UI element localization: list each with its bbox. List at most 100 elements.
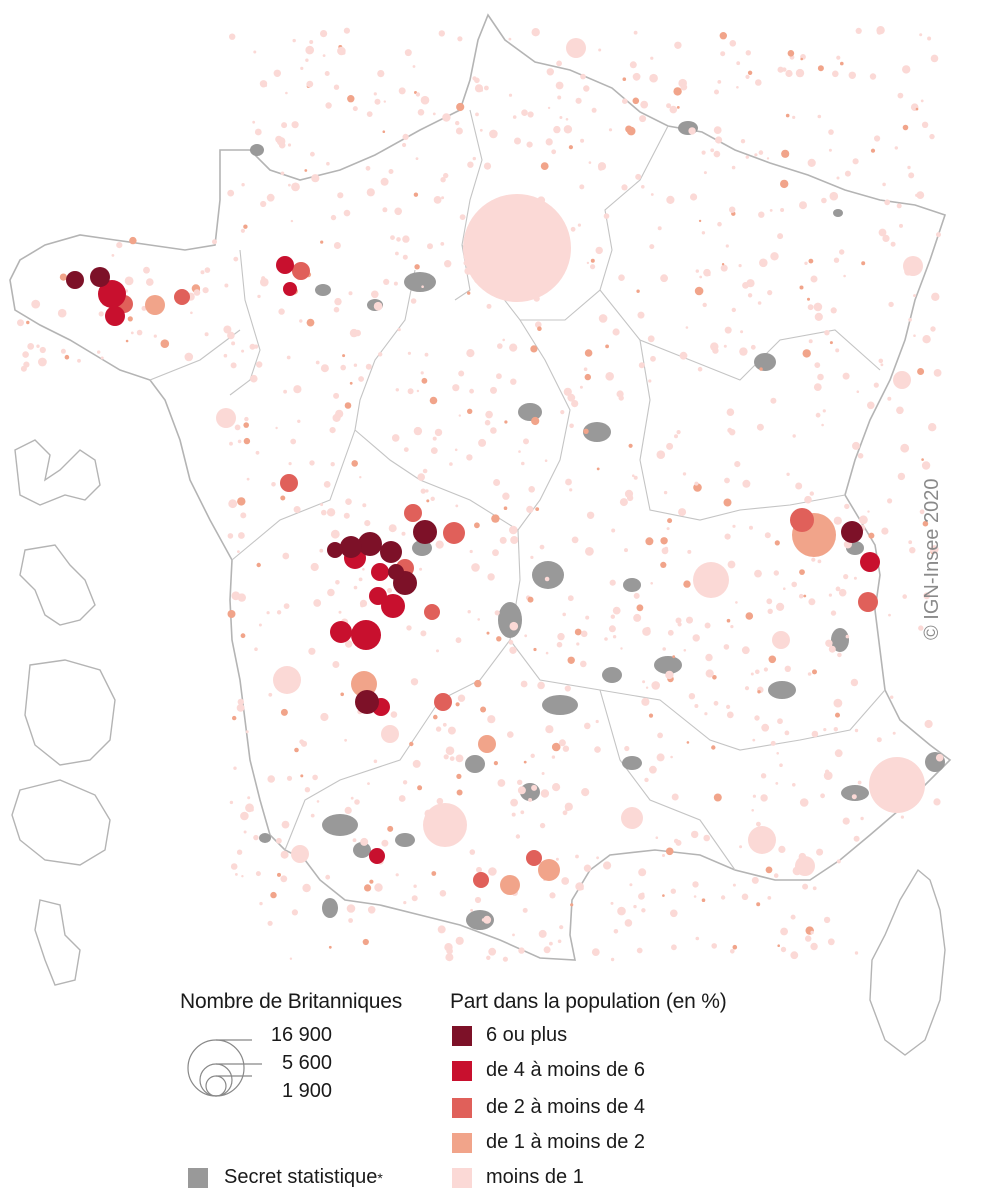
- commune-dot: [512, 115, 517, 119]
- commune-dot: [508, 93, 513, 97]
- commune-dot: [330, 462, 335, 467]
- commune-dot: [740, 139, 746, 144]
- commune-dot: [570, 226, 576, 232]
- commune-dot: [598, 165, 604, 171]
- commune-dot: [649, 244, 655, 250]
- commune-dot: [892, 731, 896, 735]
- martinique-outline: [19, 544, 96, 626]
- commune-dot: [398, 795, 406, 802]
- commune-dot: [851, 794, 857, 800]
- commune-dot: [767, 290, 773, 296]
- swatch-4to6: [452, 1060, 472, 1081]
- commune-dot: [496, 373, 502, 380]
- commune-dot: [202, 287, 209, 294]
- commune-dot: [650, 355, 656, 362]
- commune-dot: [832, 70, 839, 78]
- commune-dot: [585, 547, 594, 556]
- commune-dot: [805, 935, 812, 942]
- commune-dot: [854, 951, 859, 955]
- commune-dot: [387, 825, 394, 832]
- commune-dot: [546, 68, 554, 76]
- commune-dot: [802, 349, 811, 358]
- commune-dot: [656, 753, 665, 762]
- commune-dot: [678, 508, 687, 517]
- commune-dot: [571, 400, 579, 408]
- commune-dot: [255, 871, 261, 877]
- commune-dot: [618, 274, 625, 282]
- commune-dot: [38, 357, 47, 367]
- commune-dot: [299, 319, 303, 323]
- commune-dot: [555, 857, 559, 861]
- commune-dot: [341, 51, 346, 55]
- commune-dot: [420, 488, 426, 494]
- commune-dot: [560, 410, 565, 415]
- commune-dot: [496, 636, 502, 642]
- commune-dot: [660, 561, 667, 569]
- commune-dot: [364, 520, 371, 527]
- commune-dot: [861, 261, 866, 266]
- commune-dot: [283, 389, 287, 394]
- commune-dot: [642, 680, 646, 684]
- commune-dot: [761, 723, 770, 732]
- commune-dot: [633, 475, 638, 480]
- commune-dot: [787, 50, 795, 57]
- commune-dot: [836, 859, 841, 864]
- commune-dot: [474, 77, 480, 84]
- commune-dot: [435, 540, 444, 549]
- commune-circle: [413, 520, 437, 544]
- commune-dot: [283, 603, 290, 609]
- commune-dot: [406, 625, 412, 631]
- commune-dot: [517, 786, 526, 795]
- commune-dot: [779, 763, 783, 767]
- commune-dot: [675, 617, 682, 624]
- commune-dot: [290, 438, 297, 445]
- commune-dot: [792, 783, 796, 787]
- commune-circle: [381, 594, 405, 618]
- commune-dot: [429, 396, 438, 405]
- commune-dot: [559, 116, 563, 119]
- commune-dot: [581, 788, 590, 797]
- commune-dot: [586, 261, 590, 265]
- secret-mark: *: [377, 1169, 383, 1186]
- commune-dot: [39, 346, 46, 354]
- swatch-lt1: [452, 1167, 472, 1188]
- commune-dot: [808, 598, 816, 606]
- commune-dot: [799, 569, 805, 575]
- commune-dot: [565, 118, 569, 121]
- commune-dot: [455, 702, 460, 707]
- commune-dot: [359, 476, 362, 479]
- commune-dot: [345, 498, 352, 506]
- class-row-2to4: de 2 à moins de 4: [452, 1096, 645, 1119]
- commune-dot: [672, 655, 676, 659]
- commune-dot: [352, 838, 357, 843]
- commune-dot: [438, 30, 445, 37]
- commune-dot: [366, 188, 375, 197]
- commune-dot: [531, 784, 538, 791]
- commune-dot: [884, 199, 891, 206]
- commune-dot: [648, 379, 652, 383]
- commune-dot: [443, 172, 449, 179]
- class-label-6plus: 6 ou plus: [486, 1024, 568, 1046]
- commune-dot: [493, 479, 501, 486]
- commune-dot: [780, 208, 785, 212]
- commune-dot: [469, 849, 476, 855]
- commune-circle: [423, 803, 467, 847]
- class-row-1to2: de 1 à moins de 2: [452, 1131, 645, 1154]
- commune-dot: [777, 233, 784, 240]
- commune-dot: [333, 306, 340, 313]
- commune-dot: [843, 274, 846, 278]
- commune-dot: [402, 142, 407, 148]
- commune-dot: [253, 834, 259, 841]
- commune-dot: [586, 511, 595, 519]
- commune-dot: [930, 54, 939, 63]
- commune-dot: [419, 567, 423, 571]
- class-label-1to2: de 1 à moins de 2: [486, 1131, 645, 1153]
- commune-dot: [293, 506, 301, 513]
- commune-dot: [843, 574, 849, 580]
- commune-dot: [921, 121, 929, 128]
- commune-dot: [791, 581, 797, 588]
- commune-dot: [766, 157, 770, 160]
- commune-dot: [455, 754, 464, 763]
- commune-dot: [827, 938, 835, 946]
